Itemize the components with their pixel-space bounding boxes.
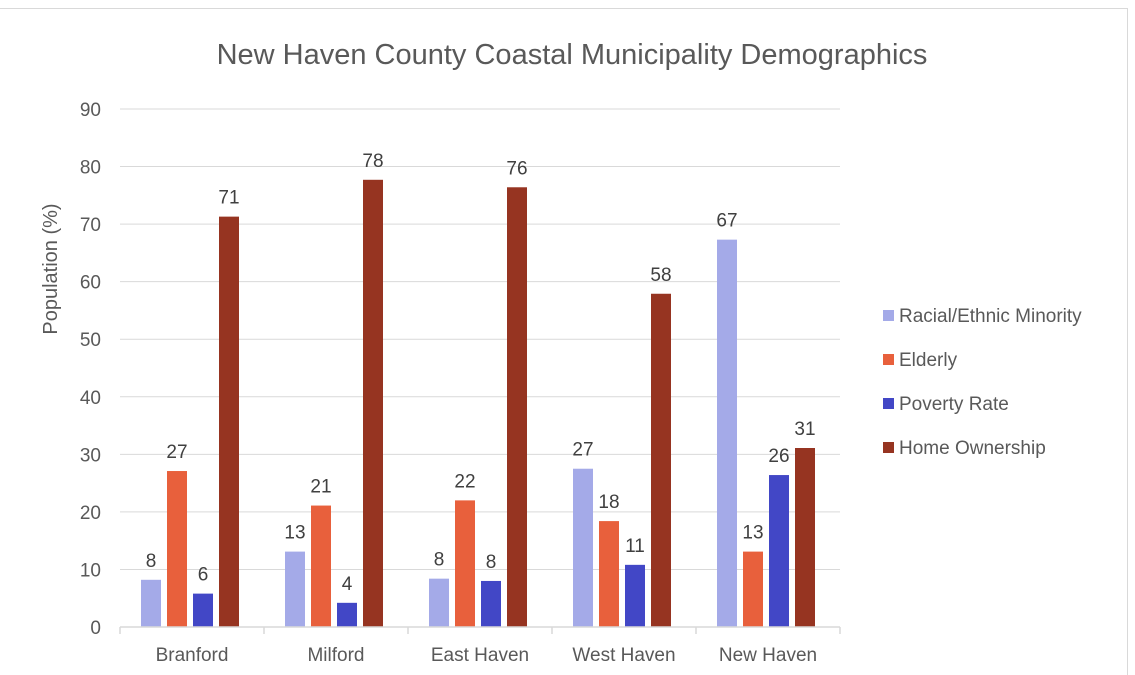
y-tick-label: 40: [80, 388, 101, 409]
bar: [743, 551, 763, 627]
chart-frame: [0, 8, 1128, 675]
legend-swatch: [883, 398, 894, 409]
bar: [769, 475, 789, 627]
data-label: 58: [650, 265, 671, 286]
y-tick-label: 10: [80, 560, 101, 581]
data-label: 21: [310, 477, 331, 498]
legend: Racial/Ethnic Minority Elderly Poverty Rat…: [883, 306, 1082, 459]
data-label: 76: [506, 158, 527, 179]
bar: [429, 578, 449, 627]
legend-swatch: [883, 354, 894, 365]
data-label: 8: [434, 550, 445, 571]
data-label: 26: [768, 446, 789, 467]
bar: [455, 500, 475, 627]
data-label: 13: [284, 523, 305, 544]
bar: [363, 179, 383, 627]
bar: [795, 448, 815, 627]
legend-label: Elderly: [899, 350, 958, 371]
legend-label: Poverty Rate: [899, 394, 1009, 415]
bar: [599, 521, 619, 627]
bar: [481, 580, 501, 627]
data-label: 8: [486, 552, 497, 573]
data-label: 31: [794, 419, 815, 440]
y-tick-label: 50: [80, 330, 101, 351]
x-tick-label: New Haven: [719, 645, 817, 666]
bar: [311, 505, 331, 627]
bar: [285, 551, 305, 627]
legend-swatch: [883, 442, 894, 453]
bar: [167, 471, 187, 627]
bar: [717, 239, 737, 627]
data-label: 13: [742, 523, 763, 544]
y-tick-label: 60: [80, 273, 101, 294]
y-tick-label: 80: [80, 158, 101, 179]
x-tick-label: Branford: [156, 645, 229, 666]
data-label: 11: [625, 536, 645, 557]
data-label: 71: [218, 188, 239, 209]
legend-label: Home Ownership: [899, 438, 1046, 459]
bar: [193, 593, 213, 627]
data-label: 67: [716, 211, 737, 232]
bar: [507, 187, 527, 627]
data-label: 4: [342, 574, 353, 595]
y-tick-label: 0: [90, 618, 101, 639]
bar: [219, 216, 239, 627]
y-tick-label: 30: [80, 445, 101, 466]
data-label: 22: [454, 471, 475, 492]
bars: [141, 179, 815, 627]
data-label: 8: [146, 551, 157, 572]
bar: [337, 602, 357, 627]
data-label: 18: [598, 492, 619, 513]
data-label: 78: [362, 151, 383, 172]
x-tick-label: Milford: [307, 645, 364, 666]
legend-swatch: [883, 310, 894, 321]
bar: [651, 293, 671, 627]
x-tick-label: West Haven: [572, 645, 675, 666]
x-tick-label: East Haven: [431, 645, 529, 666]
bar: [573, 468, 593, 627]
bar: [141, 579, 161, 627]
bar: [625, 564, 645, 627]
y-tick-label: 90: [80, 100, 101, 121]
y-axis-ticks: 0 10 20 30 40 50 60 70 80 90: [80, 100, 101, 639]
y-tick-label: 70: [80, 215, 101, 236]
legend-label: Racial/Ethnic Minority: [899, 306, 1082, 327]
x-axis: Branford Milford East Haven West Haven New H…: [119, 626, 841, 666]
y-tick-label: 20: [80, 503, 101, 524]
y-axis-label: Population (%): [40, 203, 62, 334]
data-label: 6: [198, 565, 209, 586]
data-label: 27: [166, 442, 187, 463]
chart-title: New Haven County Coastal Municipality De…: [217, 39, 928, 71]
data-label: 27: [572, 440, 593, 461]
